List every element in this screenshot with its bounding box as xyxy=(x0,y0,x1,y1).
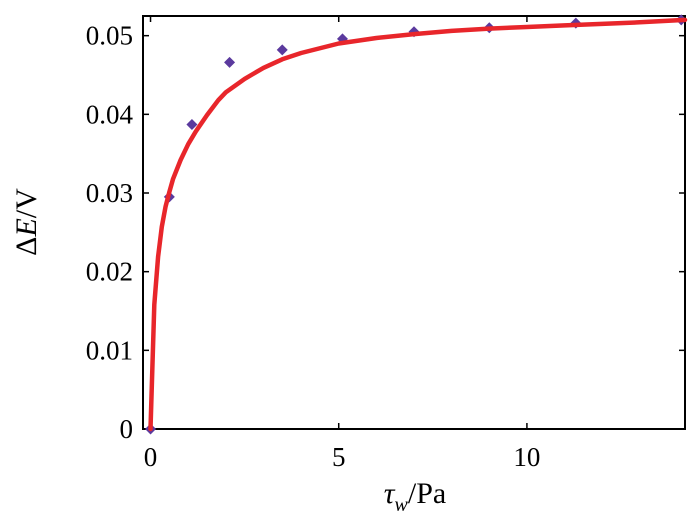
plot-area xyxy=(142,15,686,430)
y-tick-label: 0.05 xyxy=(86,21,133,51)
data-point-marker xyxy=(186,119,198,131)
y-tick-label: 0.03 xyxy=(86,178,133,208)
y-tick-label: 0.02 xyxy=(86,257,133,287)
y-ticks: 0 0.01 0.02 0.03 0.04 0.05 xyxy=(86,21,685,444)
y-tick-label: 0.04 xyxy=(86,99,134,129)
data-point-marker xyxy=(224,56,236,68)
x-ticks: 0 5 10 xyxy=(144,16,540,472)
fit-curve-line xyxy=(148,17,688,432)
x-tick-label: 0 xyxy=(144,442,158,472)
data-point-marker xyxy=(276,44,288,56)
y-axis-title: ΔE/V xyxy=(10,188,43,256)
y-tick-label: 0.01 xyxy=(86,335,133,365)
x-axis-title: τw/Pa xyxy=(384,477,446,516)
x-tick-label: 5 xyxy=(332,442,346,472)
x-tick-label: 10 xyxy=(513,442,540,472)
series-layer xyxy=(145,14,688,435)
y-tick-label: 0 xyxy=(120,414,134,444)
